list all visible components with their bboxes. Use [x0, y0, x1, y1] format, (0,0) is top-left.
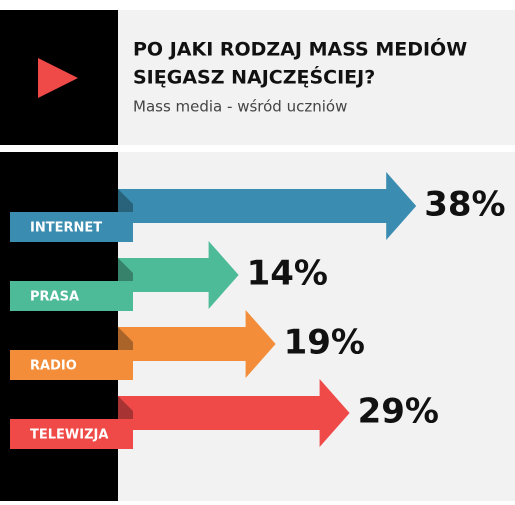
- arrow-bar: [118, 310, 276, 378]
- category-label: RADIO: [30, 359, 77, 374]
- value-label: 29%: [358, 392, 439, 432]
- title-line: PO JAKI RODZAJ MASS MEDIÓW: [133, 37, 467, 61]
- arrow-fold: [118, 327, 133, 350]
- arrow-fold: [118, 258, 133, 281]
- subtitle: Mass media - wśród uczniów: [133, 98, 347, 116]
- category-box: [10, 212, 133, 242]
- title-line: SIĘGASZ NAJCZĘŚCIEJ?: [133, 65, 375, 89]
- value-label: 19%: [284, 323, 365, 363]
- value-label: 38%: [424, 185, 505, 225]
- header-panel: [118, 10, 515, 145]
- category-label: TELEWIZJA: [30, 428, 108, 443]
- category-label: PRASA: [30, 290, 79, 305]
- category-box: [10, 281, 133, 311]
- category-label: INTERNET: [30, 221, 102, 236]
- arrow-bar: [118, 241, 239, 309]
- arrow-bar: [118, 379, 350, 447]
- arrow-fold: [118, 396, 133, 419]
- arrow-bar: [118, 172, 417, 240]
- category-box: [10, 350, 133, 380]
- value-label: 14%: [247, 254, 328, 294]
- category-box: [10, 419, 133, 449]
- arrow-fold: [118, 189, 133, 212]
- play-icon: [38, 58, 78, 98]
